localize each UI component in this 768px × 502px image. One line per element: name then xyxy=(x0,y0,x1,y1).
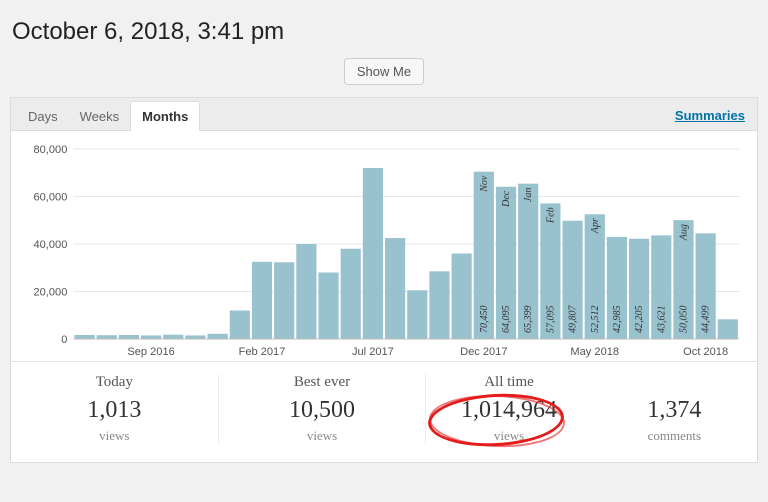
stats-panel: Days Weeks Months Summaries 0 20,000 40,00… xyxy=(10,97,758,463)
show-me-row: Show Me xyxy=(0,58,768,85)
tab-months[interactable]: Months xyxy=(130,101,200,131)
stat-best-value: 10,500 xyxy=(219,397,426,424)
svg-text:60,000: 60,000 xyxy=(33,192,67,204)
svg-text:80,000: 80,000 xyxy=(33,144,67,156)
chart-svg: 0 20,000 40,000 60,000 80,000 70,450 Nov 64,095… xyxy=(21,143,747,361)
stat-best-title: Best ever xyxy=(219,374,426,391)
stat-alltime-title: All time xyxy=(426,374,591,391)
stat-alltime-col: All time 1,014,964 views 1,374 comments xyxy=(426,374,757,444)
svg-text:Feb 2017: Feb 2017 xyxy=(239,346,286,358)
svg-text:0: 0 xyxy=(61,334,67,346)
stat-today-title: Today xyxy=(11,374,218,391)
svg-text:49,807: 49,807 xyxy=(568,305,579,333)
svg-text:Nov: Nov xyxy=(479,175,490,193)
svg-text:44,499: 44,499 xyxy=(701,306,712,333)
svg-text:70,450: 70,450 xyxy=(479,306,490,333)
summary-stats-row: Today 1,013 views Best ever 10,500 views… xyxy=(11,361,757,462)
svg-text:Oct 2018: Oct 2018 xyxy=(683,346,728,358)
page-header: October 6, 2018, 3:41 pm xyxy=(0,0,768,50)
stat-alltime-value: 1,014,964 xyxy=(426,397,591,424)
tab-weeks[interactable]: Weeks xyxy=(69,102,131,130)
svg-text:Feb: Feb xyxy=(545,207,556,224)
stat-today-value: 1,013 xyxy=(11,397,218,424)
bar-chart: 0 20,000 40,000 60,000 80,000 70,450 Nov 64,095… xyxy=(11,131,757,361)
svg-text:57,095: 57,095 xyxy=(545,306,556,333)
stat-comments-value: 1,374 xyxy=(592,397,757,424)
svg-text:40,000: 40,000 xyxy=(33,239,67,251)
svg-text:43,621: 43,621 xyxy=(656,306,667,333)
svg-text:Sep 2016: Sep 2016 xyxy=(127,346,174,358)
svg-text:Apr: Apr xyxy=(590,218,601,234)
stat-comments-title xyxy=(592,374,757,391)
tab-days[interactable]: Days xyxy=(17,102,69,130)
stat-alltime-unit: views xyxy=(426,428,591,444)
svg-text:42,985: 42,985 xyxy=(612,306,623,333)
svg-text:Aug: Aug xyxy=(678,224,689,241)
svg-text:65,399: 65,399 xyxy=(523,306,534,333)
stat-today: Today 1,013 views xyxy=(11,374,219,444)
svg-text:50,050: 50,050 xyxy=(678,306,689,333)
svg-text:Dec 2017: Dec 2017 xyxy=(460,346,507,358)
stat-best: Best ever 10,500 views xyxy=(219,374,427,444)
show-me-button[interactable]: Show Me xyxy=(344,58,424,85)
svg-text:64,095: 64,095 xyxy=(501,306,512,333)
svg-text:42,205: 42,205 xyxy=(634,306,645,333)
svg-text:20,000: 20,000 xyxy=(33,287,67,299)
stat-today-unit: views xyxy=(11,428,218,444)
stat-comments: 1,374 comments xyxy=(592,374,757,444)
stat-best-unit: views xyxy=(219,428,426,444)
svg-text:May 2018: May 2018 xyxy=(570,346,619,358)
svg-text:Jan: Jan xyxy=(523,188,534,202)
summaries-link[interactable]: Summaries xyxy=(675,108,745,123)
svg-text:Jul 2017: Jul 2017 xyxy=(352,346,394,358)
page-title: October 6, 2018, 3:41 pm xyxy=(12,18,768,46)
period-tabs: Days Weeks Months Summaries xyxy=(11,98,757,131)
stat-alltime: All time 1,014,964 views xyxy=(426,374,591,444)
svg-text:Dec: Dec xyxy=(501,190,512,208)
svg-text:52,512: 52,512 xyxy=(590,306,601,333)
stat-comments-unit: comments xyxy=(592,428,757,444)
